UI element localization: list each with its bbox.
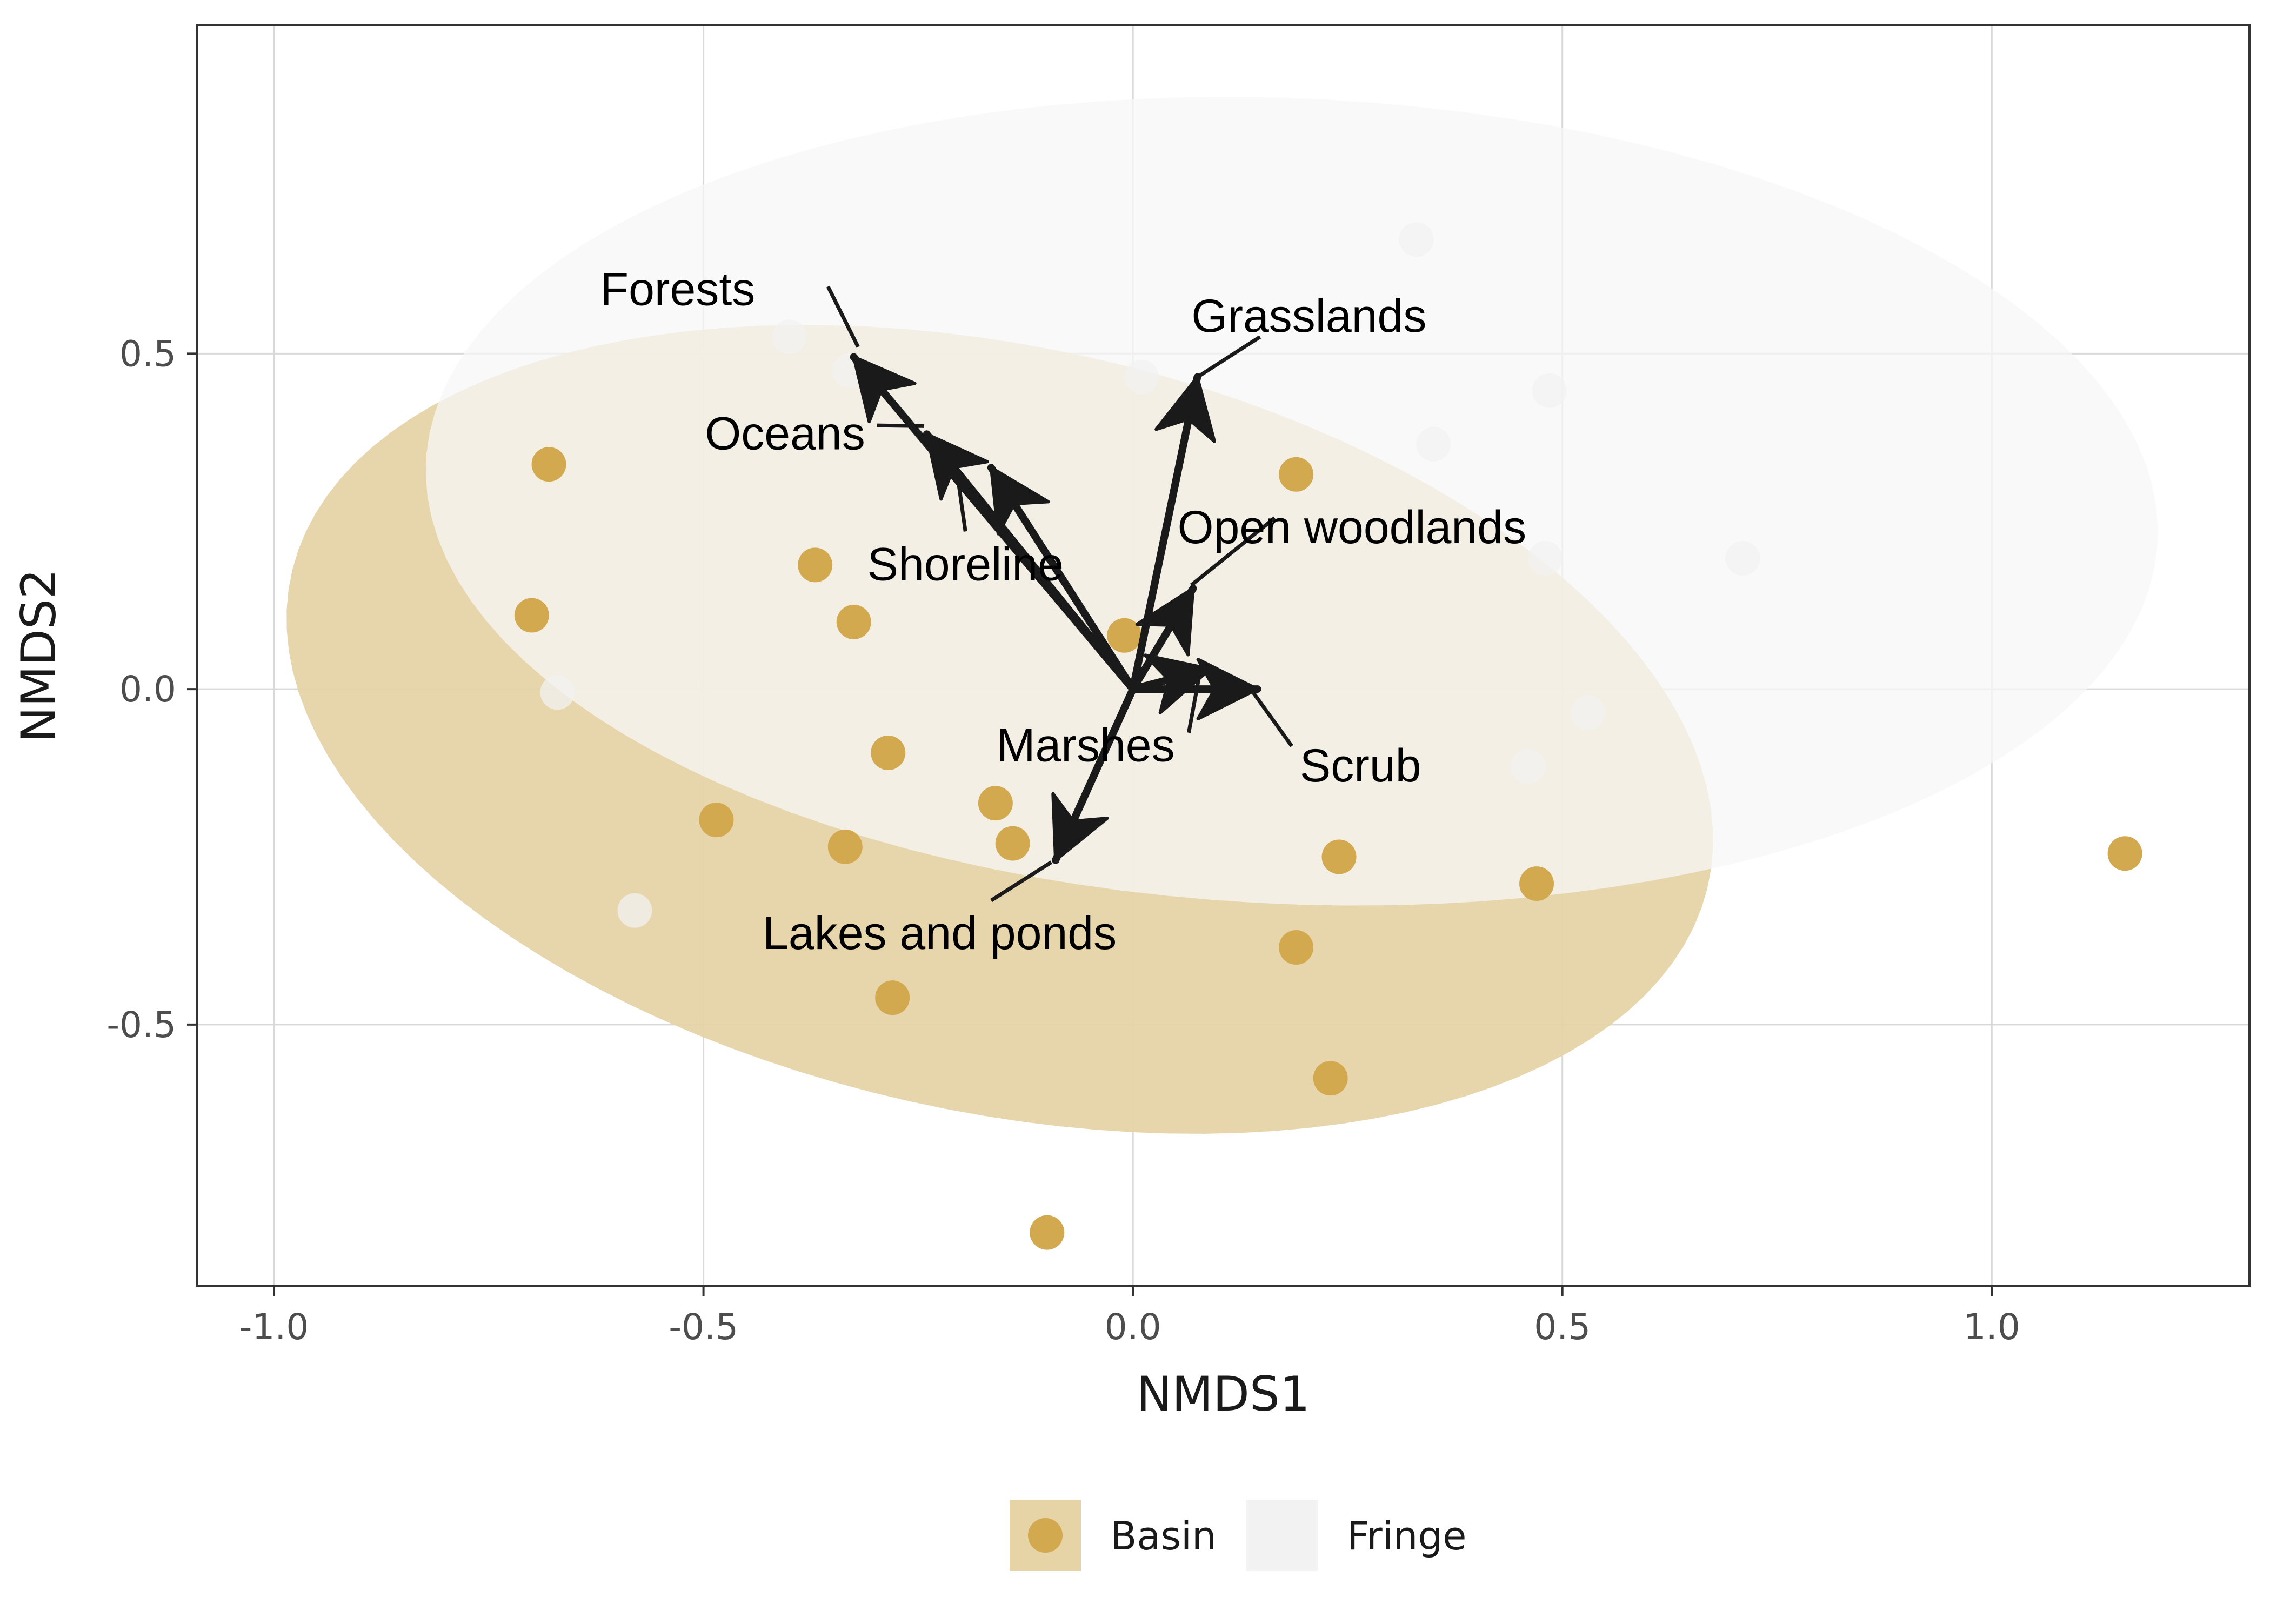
- leader-marshes: [1186, 672, 1202, 733]
- axes-layer: NMDS1 NMDS2 -1.0 -0.5 0.0 0.5 1.0 -0.5 0.0 0.5: [11, 333, 2020, 1422]
- basin-point: [699, 803, 734, 838]
- basin-point: [995, 826, 1030, 861]
- basin-point: [2107, 836, 2142, 871]
- fringe-point: [1511, 748, 1546, 784]
- basin-point: [836, 604, 871, 639]
- leader-oceans: [877, 423, 925, 428]
- arrow-label-grasslands: Grasslands: [1191, 290, 1426, 342]
- x-axis-title: NMDS1: [1136, 1366, 1310, 1422]
- fringe-point: [1725, 540, 1760, 576]
- legend-label-fringe: Fringe: [1347, 1513, 1466, 1559]
- x-tick-label: -1.0: [239, 1306, 309, 1348]
- leader-open-woodlands: [1190, 516, 1276, 587]
- x-tick-label: 1.0: [1964, 1306, 2020, 1348]
- arrow-label-open-woodlands: Open woodlands: [1178, 502, 1526, 553]
- ellipse-layer: [286, 97, 2158, 1134]
- x-tick-label: -0.5: [669, 1306, 738, 1348]
- fringe-point: [1571, 695, 1606, 730]
- fringe-point: [1532, 373, 1567, 408]
- basin-point: [531, 447, 566, 482]
- panel-border: [196, 24, 2251, 1287]
- basin-point: [514, 598, 549, 633]
- point-layer: [514, 222, 2142, 1250]
- fringe-point: [1124, 359, 1159, 395]
- panel-frame: [196, 24, 2251, 1287]
- basin-point: [978, 786, 1013, 821]
- legend-marker-basin: [1028, 1518, 1063, 1553]
- x-tick-label: 0.0: [1105, 1306, 1161, 1348]
- y-tick-label: -0.5: [106, 1004, 176, 1046]
- arrowhead-shoreline: [989, 466, 1050, 536]
- basin-point: [827, 829, 863, 864]
- fringe-ellipse: [425, 97, 2158, 906]
- arrow-label-oceans: Oceans: [705, 407, 865, 459]
- basin-point: [1107, 618, 1142, 653]
- arrow-layer: Forests Oceans Shoreline Grasslands Open woo…: [600, 263, 1527, 959]
- basin-point: [1313, 1061, 1348, 1096]
- y-tick-label: 0.5: [119, 333, 176, 375]
- fringe-point: [772, 319, 807, 355]
- fringe-point: [540, 675, 575, 710]
- arrow-oceans: [923, 430, 1137, 693]
- y-tick-label: 0.0: [119, 669, 176, 710]
- arrow-label-lakes-and-ponds: Lakes and ponds: [763, 907, 1117, 959]
- basin-point: [798, 547, 833, 583]
- basin-point: [1519, 866, 1554, 901]
- x-tick-label: 0.5: [1534, 1306, 1591, 1348]
- arrowhead-open-woodlands: [1135, 586, 1195, 657]
- legend-marker-fringe: [1265, 1518, 1299, 1553]
- leader-lakes-and-ponds: [990, 860, 1053, 903]
- fringe-point: [1527, 540, 1563, 576]
- leader-scrub: [1251, 691, 1293, 747]
- arrow-label-marshes: Marshes: [997, 720, 1175, 772]
- legend: Basin Fringe: [1010, 1500, 1466, 1571]
- fringe-point: [1416, 426, 1451, 462]
- arrowhead-forests: [852, 355, 917, 424]
- basin-point: [1030, 1215, 1065, 1250]
- arrow-label-scrub: Scrub: [1300, 740, 1421, 792]
- arrow-label-shoreline: Shoreline: [867, 538, 1064, 590]
- arrow-grasslands: [1129, 373, 1201, 693]
- legend-label-basin: Basin: [1110, 1513, 1217, 1559]
- basin-point: [871, 736, 906, 771]
- leader-grasslands: [1196, 335, 1261, 379]
- leader-forests: [826, 285, 860, 348]
- arrowhead-scrub: [1196, 658, 1259, 721]
- arrowhead-marshes: [1143, 653, 1212, 714]
- fringe-point: [1399, 222, 1434, 257]
- arrow-label-forests: Forests: [600, 263, 756, 315]
- arrowhead-grasslands: [1154, 375, 1216, 443]
- arrowhead-lakes-and-ponds: [1051, 792, 1109, 862]
- y-axis-title: NMDS2: [11, 569, 66, 742]
- leader-shoreline: [954, 471, 967, 532]
- basin-point: [1279, 457, 1314, 492]
- basin-point: [875, 980, 910, 1015]
- arrowhead-oceans: [925, 432, 989, 501]
- basin-point: [1321, 839, 1357, 874]
- basin-point: [1279, 930, 1314, 965]
- fringe-point: [617, 893, 652, 928]
